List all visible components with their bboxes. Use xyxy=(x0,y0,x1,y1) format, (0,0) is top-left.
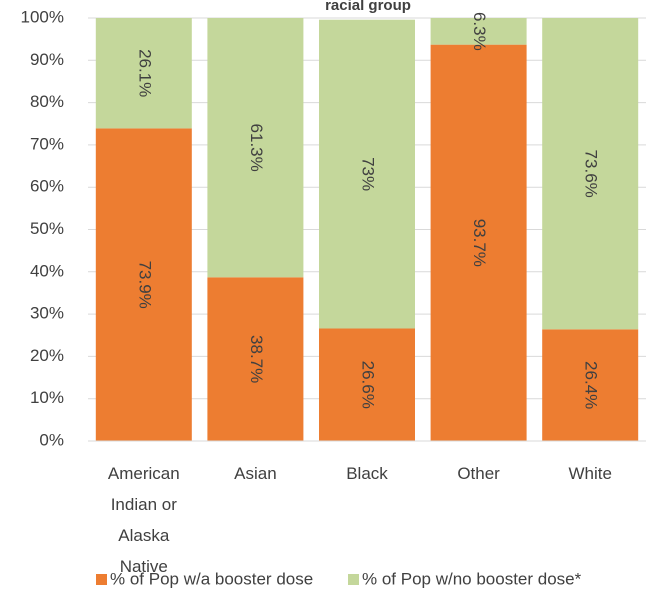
x-tick-label: Black xyxy=(346,464,388,483)
bar-segment xyxy=(542,329,639,441)
y-tick-label: 0% xyxy=(39,430,64,449)
data-label: 73.9% xyxy=(135,261,154,309)
y-tick-label: 10% xyxy=(30,388,64,407)
data-label: 73% xyxy=(359,157,378,191)
data-label: 93.7% xyxy=(470,219,489,267)
y-tick-label: 20% xyxy=(30,346,64,365)
data-label: 38.7% xyxy=(247,335,266,383)
bar-segment xyxy=(95,128,192,441)
data-label: 73.6% xyxy=(582,150,601,198)
y-tick-label: 70% xyxy=(30,134,64,153)
bar-segment xyxy=(430,18,527,45)
x-tick-label: Other xyxy=(457,464,500,483)
legend-swatch xyxy=(96,574,107,585)
bar-segment xyxy=(319,19,415,329)
legend-swatch xyxy=(348,574,359,585)
bar-segment xyxy=(319,328,415,441)
x-tick-label: American Indian or Alaska Native xyxy=(107,464,180,576)
data-label: 61.3% xyxy=(247,124,266,172)
chart-title: racial group xyxy=(325,0,411,14)
y-tick-label: 40% xyxy=(30,261,64,280)
y-tick-label: 90% xyxy=(30,50,64,69)
data-label: 26.4% xyxy=(582,361,601,409)
x-tick-label: White xyxy=(568,464,612,483)
data-label: 26.6% xyxy=(359,361,378,409)
y-tick-label: 100% xyxy=(21,7,64,26)
bar-segment xyxy=(542,18,639,330)
y-tick-label: 50% xyxy=(30,219,64,238)
bar-segment xyxy=(95,18,192,129)
legend-label: % of Pop w/a booster dose xyxy=(110,569,313,588)
bar-segment xyxy=(207,277,304,441)
data-label: 6.3% xyxy=(470,12,489,51)
y-tick-label: 80% xyxy=(30,92,64,111)
y-tick-label: 30% xyxy=(30,304,64,323)
bar-segment xyxy=(207,18,304,278)
y-tick-label: 60% xyxy=(30,177,64,196)
legend-label: % of Pop w/no booster dose* xyxy=(362,569,582,588)
bar-segment xyxy=(430,44,527,442)
x-tick-label: Asian xyxy=(234,464,277,483)
data-label: 26.1% xyxy=(135,49,154,97)
